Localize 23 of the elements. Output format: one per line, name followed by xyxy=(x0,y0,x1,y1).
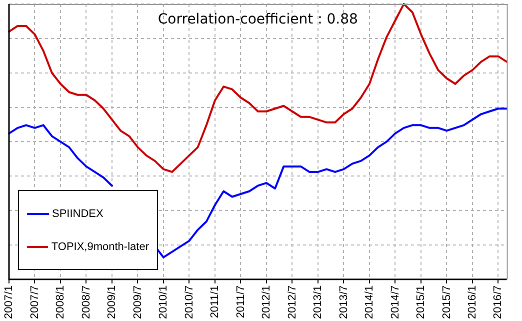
x-tick-label: 2008/1 xyxy=(54,285,67,320)
x-tick-label: 2013/1 xyxy=(312,285,324,320)
x-tick-label: 2014/7 xyxy=(389,285,402,320)
x-tick-label: 2012/1 xyxy=(260,285,273,320)
x-tick-label: 2015/7 xyxy=(440,285,453,320)
x-tick-label: 2015/1 xyxy=(415,285,428,320)
x-tick-label: 2009/7 xyxy=(132,285,144,320)
x-tick-label: 2008/7 xyxy=(80,285,92,320)
x-tick-label: 2016/1 xyxy=(466,285,478,320)
x-tick-label: 2016/7 xyxy=(492,285,504,320)
x-tick-label: 2013/7 xyxy=(338,285,350,320)
x-tick-label: 2010/7 xyxy=(183,285,196,320)
x-tick-label: 2007/7 xyxy=(28,285,41,320)
annotation: Correlation-coefficient : 0.88 xyxy=(158,12,358,28)
x-tick-label: 2009/1 xyxy=(106,285,118,320)
legend-label: TOPIX,9month-later xyxy=(51,240,149,253)
x-tick-label: 2012/7 xyxy=(286,285,298,320)
x-tick-label: 2010/1 xyxy=(158,285,170,320)
legend-label: SPIINDEX xyxy=(52,208,104,220)
x-tick-label: 2011/1 xyxy=(209,285,222,318)
x-tick-label: 2011/7 xyxy=(234,285,247,318)
x-tick-label: 2007/1 xyxy=(3,285,16,320)
x-tick-label: 2014/1 xyxy=(364,285,376,320)
